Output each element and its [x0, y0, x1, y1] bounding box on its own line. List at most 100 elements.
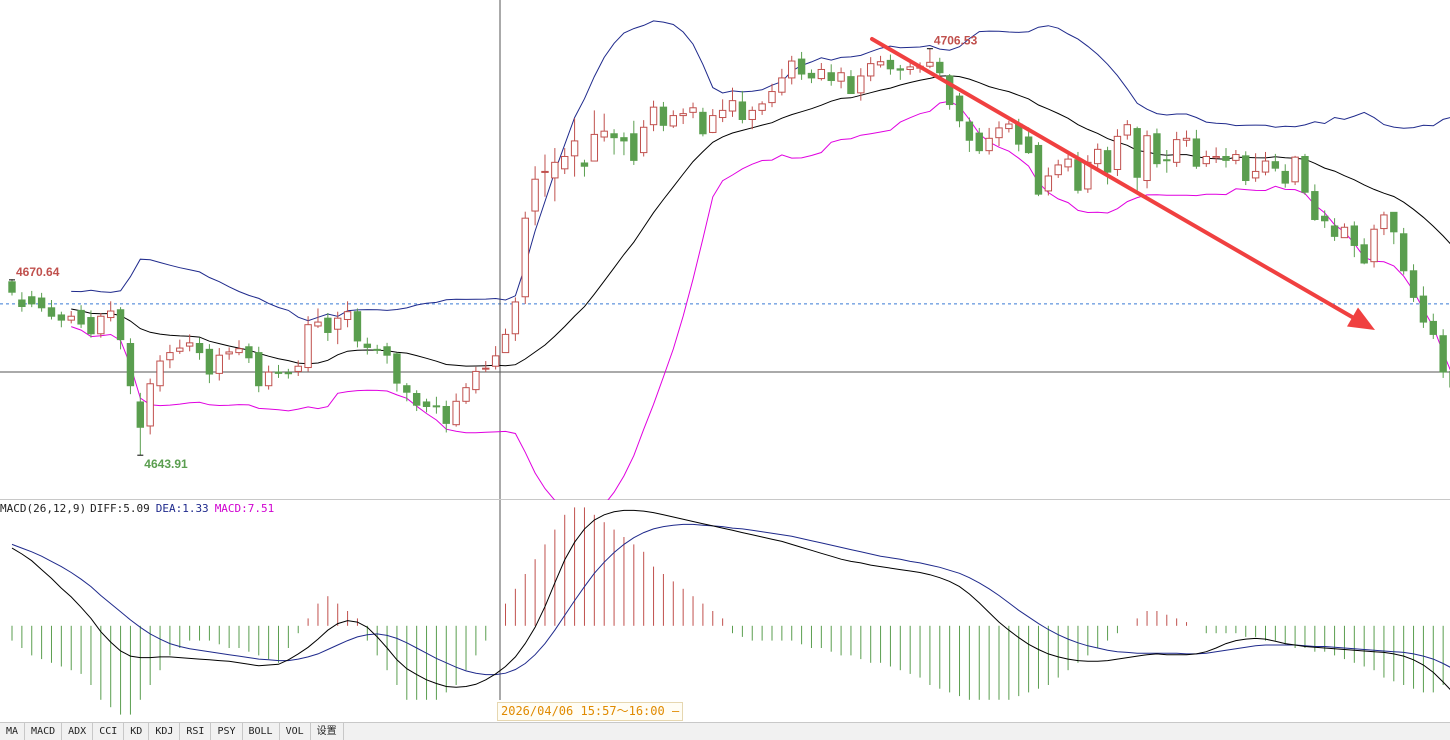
candle-body — [137, 402, 143, 427]
candle-body — [601, 131, 607, 137]
candle-body — [305, 325, 311, 368]
candle-body — [58, 315, 64, 320]
tab-psy[interactable]: PSY — [211, 723, 242, 740]
candle — [976, 128, 982, 154]
candle-body — [867, 64, 873, 76]
candle-body — [1282, 171, 1288, 183]
candle-body — [364, 344, 370, 347]
candle — [749, 106, 755, 129]
candle-body — [1223, 156, 1229, 160]
candle — [808, 69, 814, 83]
candle — [1223, 148, 1229, 167]
candle-body — [275, 372, 281, 373]
candle-body — [1183, 138, 1189, 140]
candle-body — [502, 334, 508, 352]
candle — [1420, 286, 1426, 328]
candle-body — [374, 349, 380, 350]
candle — [1055, 160, 1061, 178]
tab-settings[interactable]: 设置 — [311, 723, 344, 740]
candle-body — [226, 352, 232, 354]
candle-body — [956, 96, 962, 121]
candle — [996, 121, 1002, 146]
candle-body — [976, 133, 982, 151]
candle-body — [246, 347, 252, 358]
tab-kd[interactable]: KD — [124, 723, 149, 740]
candle — [48, 300, 54, 319]
candle-body — [562, 156, 568, 168]
candle-body — [1272, 162, 1278, 168]
candle-body — [779, 78, 785, 92]
candle-body — [295, 366, 301, 371]
candle — [719, 99, 725, 122]
candle — [423, 399, 429, 413]
candle-body — [848, 77, 854, 94]
candle-body — [1243, 156, 1249, 181]
candle-body — [167, 353, 173, 360]
candle-body — [29, 297, 35, 304]
candle-body — [631, 134, 637, 161]
candle-body — [157, 361, 163, 386]
candle — [946, 74, 952, 110]
candle — [591, 110, 597, 161]
candle-body — [1075, 160, 1081, 191]
candle — [1183, 131, 1189, 147]
candle-body — [196, 344, 202, 353]
candle-body — [453, 401, 459, 424]
candle-body — [1065, 159, 1071, 167]
candle-body — [216, 355, 222, 373]
macd-chart[interactable] — [0, 500, 1450, 722]
candle — [88, 310, 94, 337]
candle-body — [265, 372, 271, 386]
candle-body — [611, 134, 617, 138]
candle — [1371, 225, 1377, 268]
candle — [1282, 164, 1288, 187]
candle — [818, 63, 824, 81]
tab-boll[interactable]: BOLL — [243, 723, 280, 740]
candle-body — [946, 76, 952, 105]
candle — [305, 316, 311, 371]
candle-body — [344, 312, 350, 320]
candle-body — [571, 141, 577, 156]
candle-body — [463, 388, 469, 402]
candle — [117, 307, 123, 349]
candle — [729, 88, 735, 117]
high-price-label: 4706.53 — [934, 34, 978, 48]
macd-params: MACD(26,12,9) — [0, 502, 86, 515]
candle-body — [690, 108, 696, 113]
tab-vol[interactable]: VOL — [280, 723, 311, 740]
tab-cci[interactable]: CCI — [93, 723, 124, 740]
candle — [1440, 329, 1446, 378]
candle-body — [483, 368, 489, 369]
tab-ma[interactable]: MA — [0, 723, 25, 740]
candle — [453, 394, 459, 427]
candle-body — [1134, 129, 1140, 178]
tab-rsi[interactable]: RSI — [180, 723, 211, 740]
candle — [502, 329, 508, 353]
candle — [1381, 212, 1387, 235]
tab-kdj[interactable]: KDJ — [149, 723, 180, 740]
candle — [1391, 212, 1397, 244]
candle-body — [739, 102, 745, 120]
candle-body — [177, 348, 183, 351]
candle-body — [966, 122, 972, 140]
candle — [374, 345, 380, 354]
boll-mid-line — [71, 76, 1450, 366]
candle-body — [650, 107, 656, 125]
candle — [68, 311, 74, 323]
candle-body — [1381, 215, 1387, 229]
candle — [1341, 223, 1347, 237]
candle-body — [443, 406, 449, 423]
tab-macd[interactable]: MACD — [25, 723, 62, 740]
candle-body — [808, 73, 814, 78]
candle-body — [897, 69, 903, 70]
candle — [966, 118, 972, 152]
candle — [1361, 238, 1367, 264]
candle-body — [759, 104, 765, 110]
candle-body — [986, 138, 992, 150]
candle-body — [907, 67, 913, 70]
tab-adx[interactable]: ADX — [62, 723, 93, 740]
macd-dea-value: DEA:1.33 — [156, 502, 209, 515]
candle — [927, 49, 933, 68]
